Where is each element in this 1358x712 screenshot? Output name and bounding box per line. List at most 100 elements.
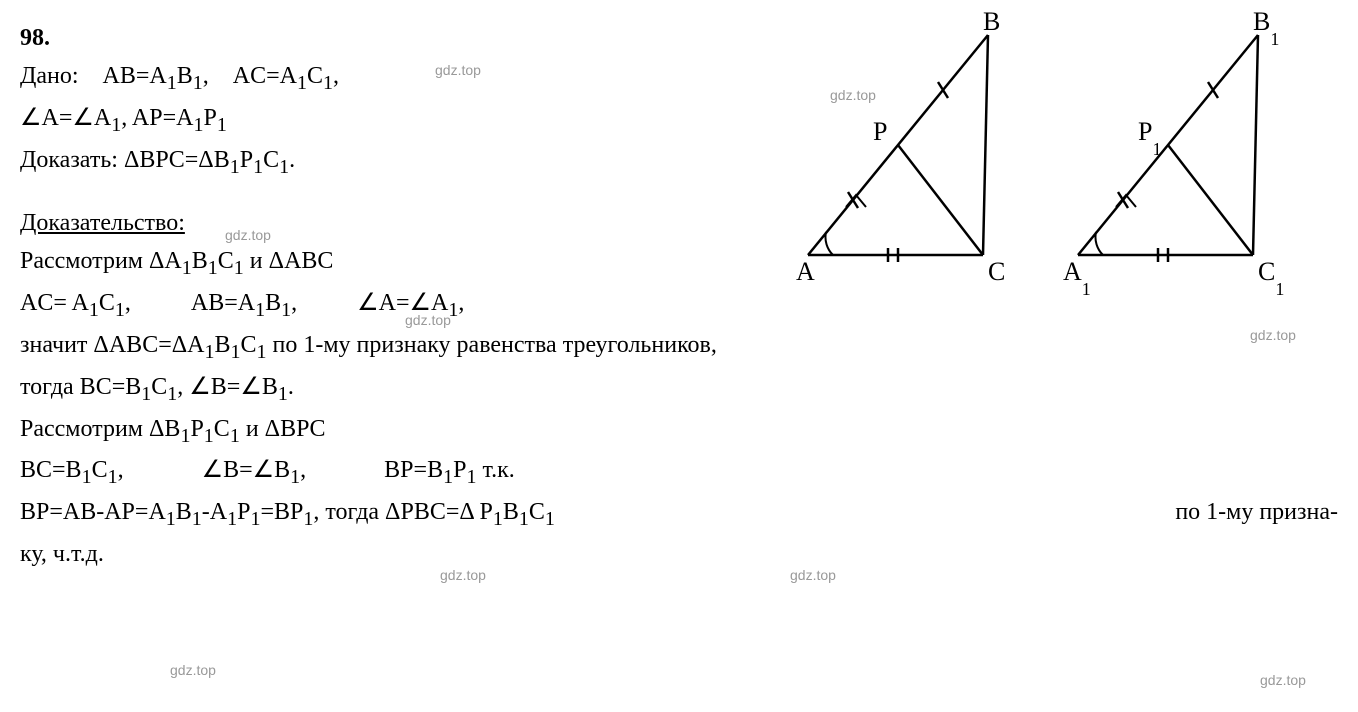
- pf6-8: т.к.: [476, 457, 514, 483]
- pf7-4: P: [237, 499, 250, 525]
- given-line-1: Дано: AB=A1B1, AC=A1C1,: [20, 58, 640, 98]
- pf6-5: ,: [300, 457, 306, 483]
- sub-27: 1: [230, 424, 240, 446]
- pf7-7: B: [503, 499, 519, 525]
- sub-6: 1: [193, 114, 203, 136]
- pf1-3: C: [218, 248, 234, 274]
- proof-line-3: значит ΔABC=ΔA1B1C1 по 1-му признаку рав…: [20, 327, 1338, 367]
- pf1-1: Рассмотрим ΔA: [20, 248, 182, 274]
- content-area: A B C P A1: [20, 20, 1338, 572]
- angle-A1: [1095, 232, 1103, 255]
- sub-17: 1: [281, 299, 291, 321]
- pf7-6: , тогда ΔPBC=Δ P: [313, 499, 492, 525]
- pf6-6: BP=B: [384, 457, 443, 483]
- sub-31: 1: [443, 466, 453, 488]
- line-PC: [898, 145, 983, 255]
- sub-24: 1: [278, 383, 288, 405]
- given-1-4: AC=A: [233, 63, 297, 89]
- pf4-4: .: [288, 374, 294, 400]
- pf5-2: P: [190, 416, 203, 442]
- sub-23: 1: [167, 383, 177, 405]
- line-BC: [983, 35, 988, 255]
- sub-30: 1: [290, 466, 300, 488]
- sub-3: 1: [297, 72, 307, 94]
- sub-21: 1: [257, 341, 267, 363]
- pf7-left: BP=AB-AP=A1B1-A1P1=BP1, тогда ΔPBC=Δ P1B…: [20, 494, 555, 534]
- prove-2: P: [240, 147, 253, 173]
- sub-2: 1: [193, 72, 203, 94]
- diagram-1: A B C P: [788, 25, 1038, 285]
- sub-32: 1: [466, 466, 476, 488]
- sub-34: 1: [192, 508, 202, 530]
- pf3-3: C: [241, 332, 257, 358]
- sub-15: 1: [115, 299, 125, 321]
- pf3-1: значит ΔABC=ΔA: [20, 332, 205, 358]
- sub-26: 1: [204, 424, 214, 446]
- sub-16: 1: [255, 299, 265, 321]
- given-2-2: , AP=A: [121, 105, 193, 131]
- sub-25: 1: [180, 424, 190, 446]
- proof-line-4: тогда BC=B1C1, ∠B=∠B1.: [20, 369, 1338, 409]
- given-1-6: ,: [333, 63, 339, 89]
- pf6-4: ∠B=∠B: [202, 457, 291, 483]
- label-C: C: [988, 257, 1005, 286]
- pf6-2: C: [92, 457, 108, 483]
- sub-35: 1: [227, 508, 237, 530]
- prove-3: C: [263, 147, 279, 173]
- proof-label-line: Доказательство:: [20, 205, 640, 241]
- pf2-7: ∠A=∠A: [357, 290, 448, 316]
- given-line-2: ∠A=∠A1, AP=A1P1: [20, 100, 640, 140]
- line-P1C1: [1168, 145, 1253, 255]
- sub-1: 1: [167, 72, 177, 94]
- label-B: B: [983, 7, 1000, 36]
- sub-14: 1: [89, 299, 99, 321]
- pf2-5: B: [265, 290, 281, 316]
- proof-line-7: BP=AB-AP=A1B1-A1P1=BP1, тогда ΔPBC=Δ P1B…: [20, 494, 1338, 534]
- pf7-5: =BP: [260, 499, 303, 525]
- pf4-1: тогда BC=B: [20, 374, 141, 400]
- sub-7: 1: [217, 114, 227, 136]
- given-1-5: C: [307, 63, 323, 89]
- pf6-3: ,: [118, 457, 124, 483]
- pf2-6: ,: [291, 290, 297, 316]
- watermark: gdz.top: [170, 660, 216, 681]
- pf2-3: ,: [125, 290, 131, 316]
- prove-4: .: [289, 147, 295, 173]
- triangle-1-svg: A B C P: [788, 25, 1038, 285]
- pf6-1: BC=B: [20, 457, 82, 483]
- angle-A: [825, 232, 833, 255]
- proof-line-5: Рассмотрим ΔB1P1C1 и ΔBPC: [20, 411, 1338, 451]
- given-1-1: AB=A: [103, 63, 167, 89]
- diagram-2: A1 B1 C1 P1: [1058, 25, 1308, 285]
- sub-29: 1: [108, 466, 118, 488]
- sub-40: 1: [545, 508, 555, 530]
- label-P: P: [873, 117, 887, 146]
- watermark: gdz.top: [1260, 670, 1306, 691]
- sub-5: 1: [111, 114, 121, 136]
- pf1-2: B: [192, 248, 208, 274]
- pf5-3: C: [214, 416, 230, 442]
- proof-line-6: BC=B1C1, ∠B=∠B1, BP=B1P1 т.к.: [20, 452, 1338, 492]
- given-2-3: P: [203, 105, 216, 131]
- sub-19: 1: [205, 341, 215, 363]
- sub-12: 1: [208, 257, 218, 279]
- sub-13: 1: [234, 257, 244, 279]
- proof-line-8: ку, ч.т.д.: [20, 536, 1338, 572]
- prove-line: Доказать: ΔBPC=ΔB1P1C1.: [20, 142, 640, 182]
- pf3-4: по 1-му признаку равенства треугольников…: [267, 332, 717, 358]
- diagrams-container: A B C P A1: [788, 25, 1308, 285]
- triangle-2-svg: A1 B1 C1 P1: [1058, 25, 1308, 285]
- sub-36: 1: [250, 508, 260, 530]
- proof-label: Доказательство:: [20, 210, 185, 236]
- sub-38: 1: [493, 508, 503, 530]
- given-1-3: ,: [203, 63, 209, 89]
- pf8: ку, ч.т.д.: [20, 541, 104, 567]
- pf2-2: C: [99, 290, 115, 316]
- prove-1: ΔBPC=ΔB: [124, 147, 230, 173]
- sub-39: 1: [519, 508, 529, 530]
- given-1-2: B: [177, 63, 193, 89]
- given-label: Дано:: [20, 63, 79, 89]
- pf7-8: C: [529, 499, 545, 525]
- pf7-3: -A: [202, 499, 227, 525]
- problem-number: 98.: [20, 25, 50, 51]
